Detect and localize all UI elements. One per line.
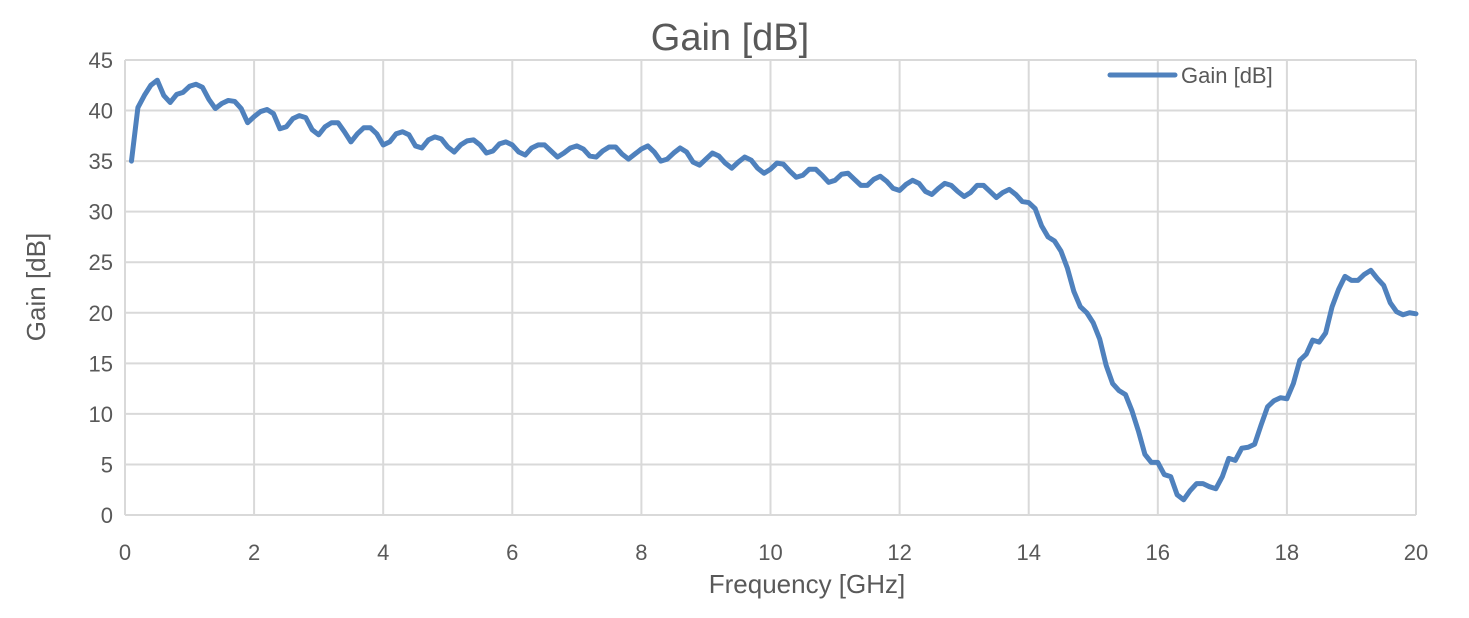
x-axis-title: Frequency [GHz] xyxy=(709,569,906,599)
y-axis-title: Gain [dB] xyxy=(21,233,51,341)
x-axis-tick-labels: 0 2 4 6 8 10 12 14 16 18 20 xyxy=(119,540,1428,565)
x-tick-label: 4 xyxy=(377,540,389,565)
y-tick-label: 45 xyxy=(89,48,113,73)
legend: Gain [dB] xyxy=(1107,63,1273,88)
x-tick-label: 6 xyxy=(506,540,518,565)
y-tick-label: 25 xyxy=(89,250,113,275)
x-tick-label: 16 xyxy=(1146,540,1170,565)
y-tick-label: 0 xyxy=(101,503,113,528)
y-tick-label: 10 xyxy=(89,402,113,427)
x-tick-label: 10 xyxy=(758,540,782,565)
x-tick-label: 14 xyxy=(1016,540,1040,565)
series-line-gain xyxy=(128,77,1419,503)
y-tick-label: 30 xyxy=(89,200,113,225)
y-tick-label: 35 xyxy=(89,149,113,174)
gridlines xyxy=(124,59,1417,516)
y-tick-label: 5 xyxy=(101,452,113,477)
x-tick-label: 20 xyxy=(1404,540,1428,565)
y-tick-label: 15 xyxy=(89,351,113,376)
x-tick-label: 2 xyxy=(248,540,260,565)
x-tick-label: 18 xyxy=(1275,540,1299,565)
y-tick-label: 40 xyxy=(89,99,113,124)
y-axis-tick-labels: 0 5 10 15 20 25 30 35 40 45 xyxy=(89,48,113,528)
x-tick-label: 12 xyxy=(887,540,911,565)
legend-label: Gain [dB] xyxy=(1181,63,1273,88)
y-tick-label: 20 xyxy=(89,301,113,326)
series-group xyxy=(128,77,1419,503)
x-tick-label: 0 xyxy=(119,540,131,565)
x-tick-label: 8 xyxy=(635,540,647,565)
chart-title: Gain [dB] xyxy=(651,17,809,59)
